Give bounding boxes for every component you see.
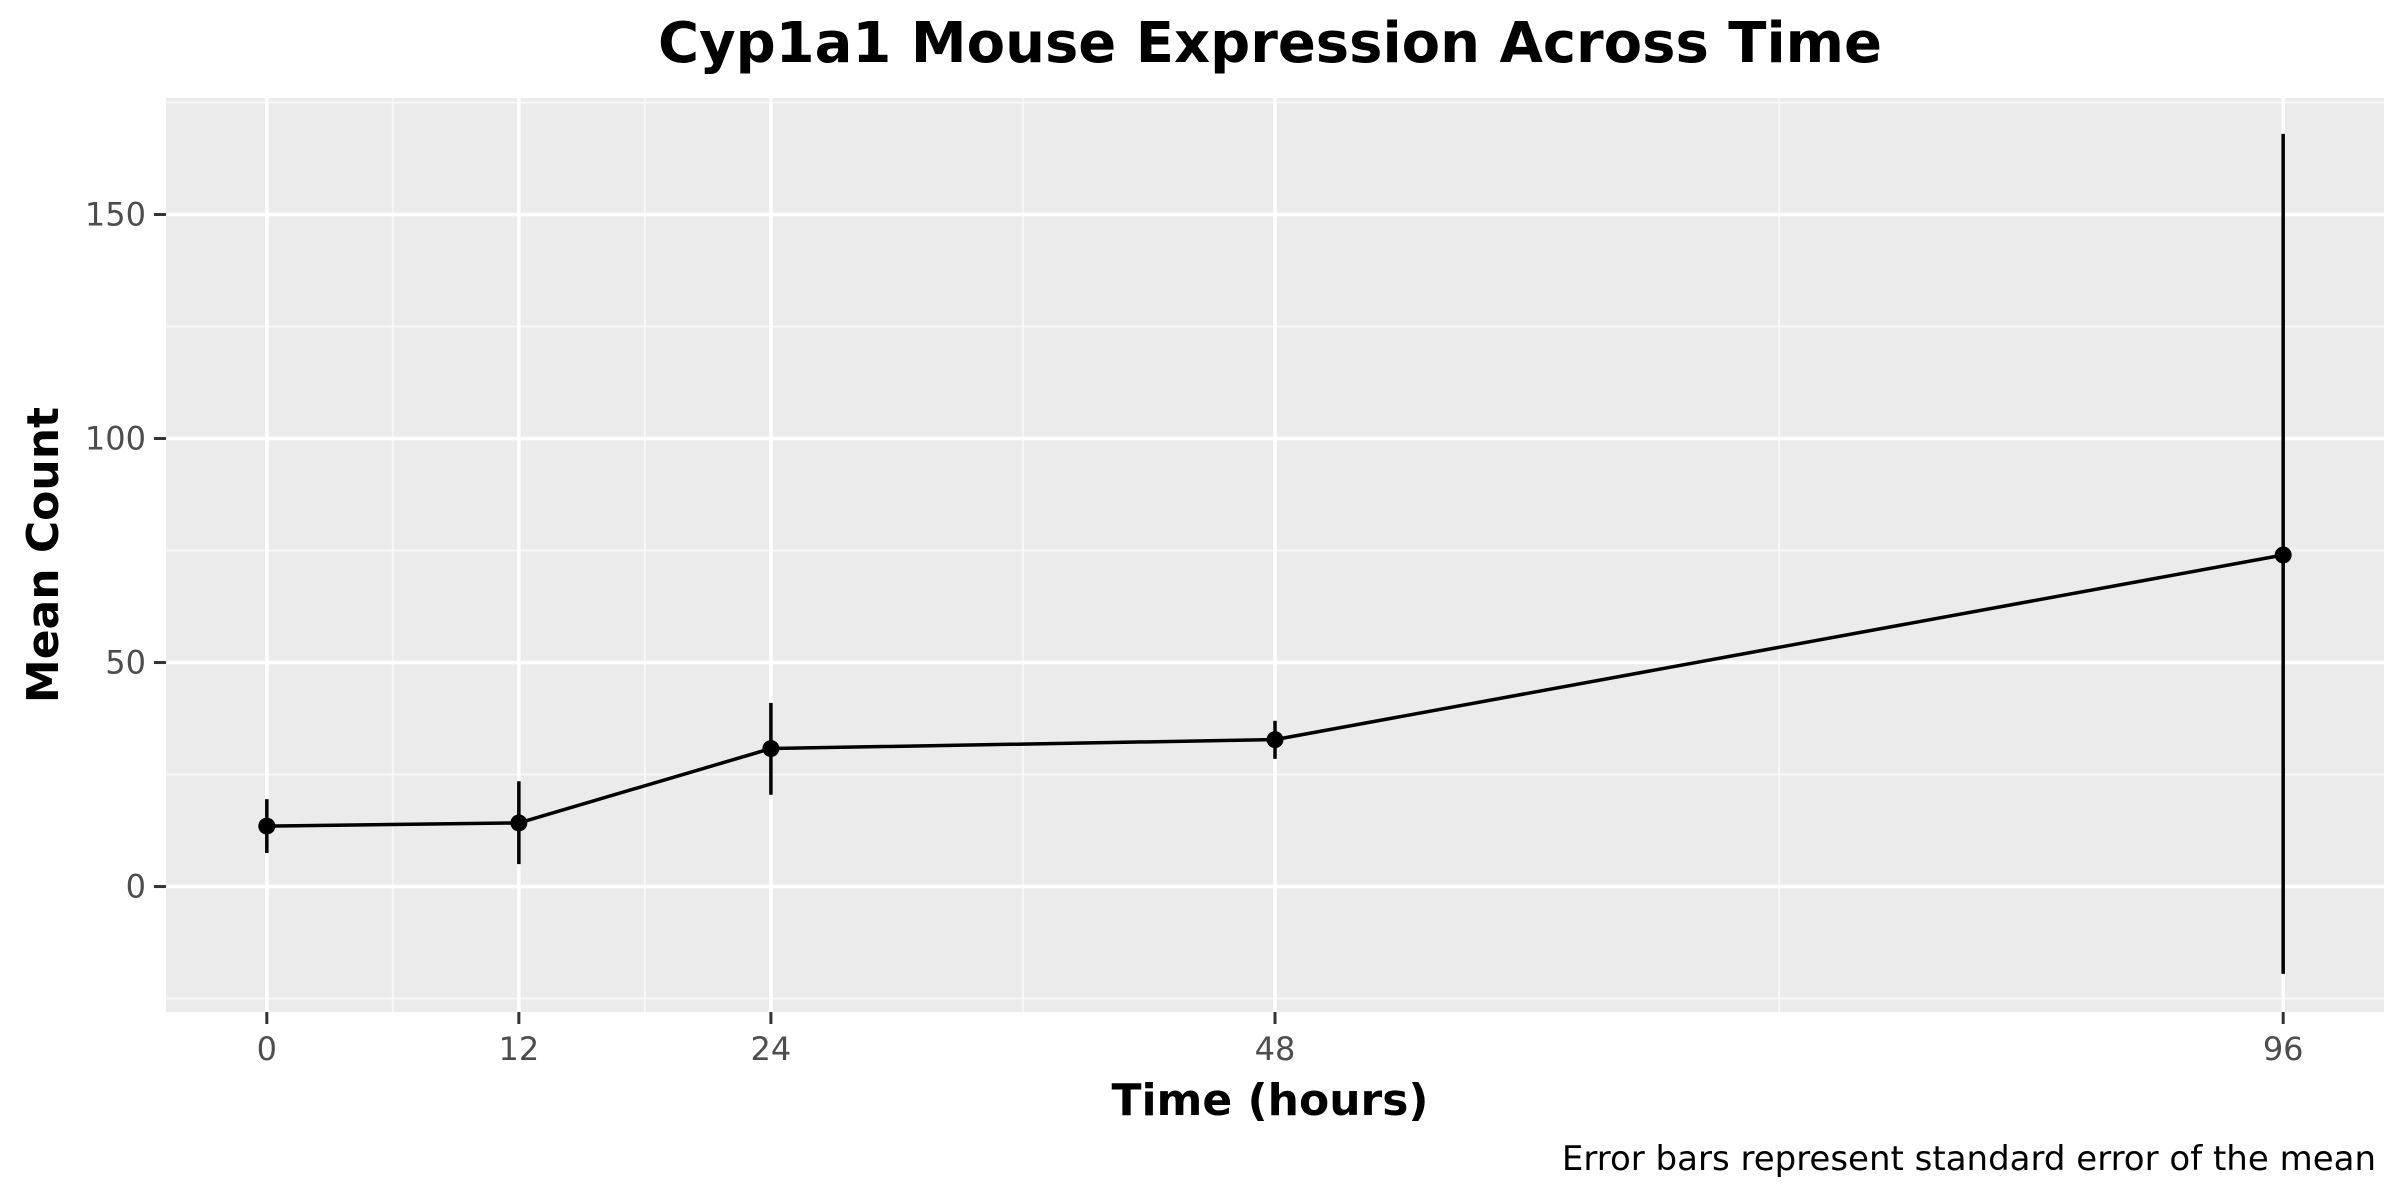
y-tick-label: 0 (126, 868, 146, 906)
y-axis-title: Mean Count (18, 407, 69, 703)
grid-lines (166, 98, 2384, 1012)
data-point (510, 814, 528, 832)
x-tick-label: 12 (499, 1030, 540, 1068)
data-point (258, 817, 276, 835)
chart-caption: Error bars represent standard error of t… (1562, 1139, 2376, 1179)
x-axis-title: Time (hours) (1111, 1075, 1428, 1126)
data-series (258, 133, 2292, 974)
x-tick-label: 96 (2263, 1030, 2304, 1068)
data-point (1266, 731, 1284, 749)
axis-ticks: 0 50 100 150 0 12 24 48 96 (85, 195, 2304, 1068)
data-point (762, 740, 780, 758)
y-tick-label: 150 (85, 195, 146, 233)
x-tick-label: 48 (1255, 1030, 1296, 1068)
y-tick-label: 100 (85, 420, 146, 458)
data-point (2274, 546, 2292, 564)
x-tick-label: 24 (751, 1030, 792, 1068)
x-tick-label: 0 (257, 1030, 277, 1068)
chart-title: Cyp1a1 Mouse Expression Across Time (658, 11, 1882, 76)
y-tick-label: 50 (105, 644, 146, 682)
